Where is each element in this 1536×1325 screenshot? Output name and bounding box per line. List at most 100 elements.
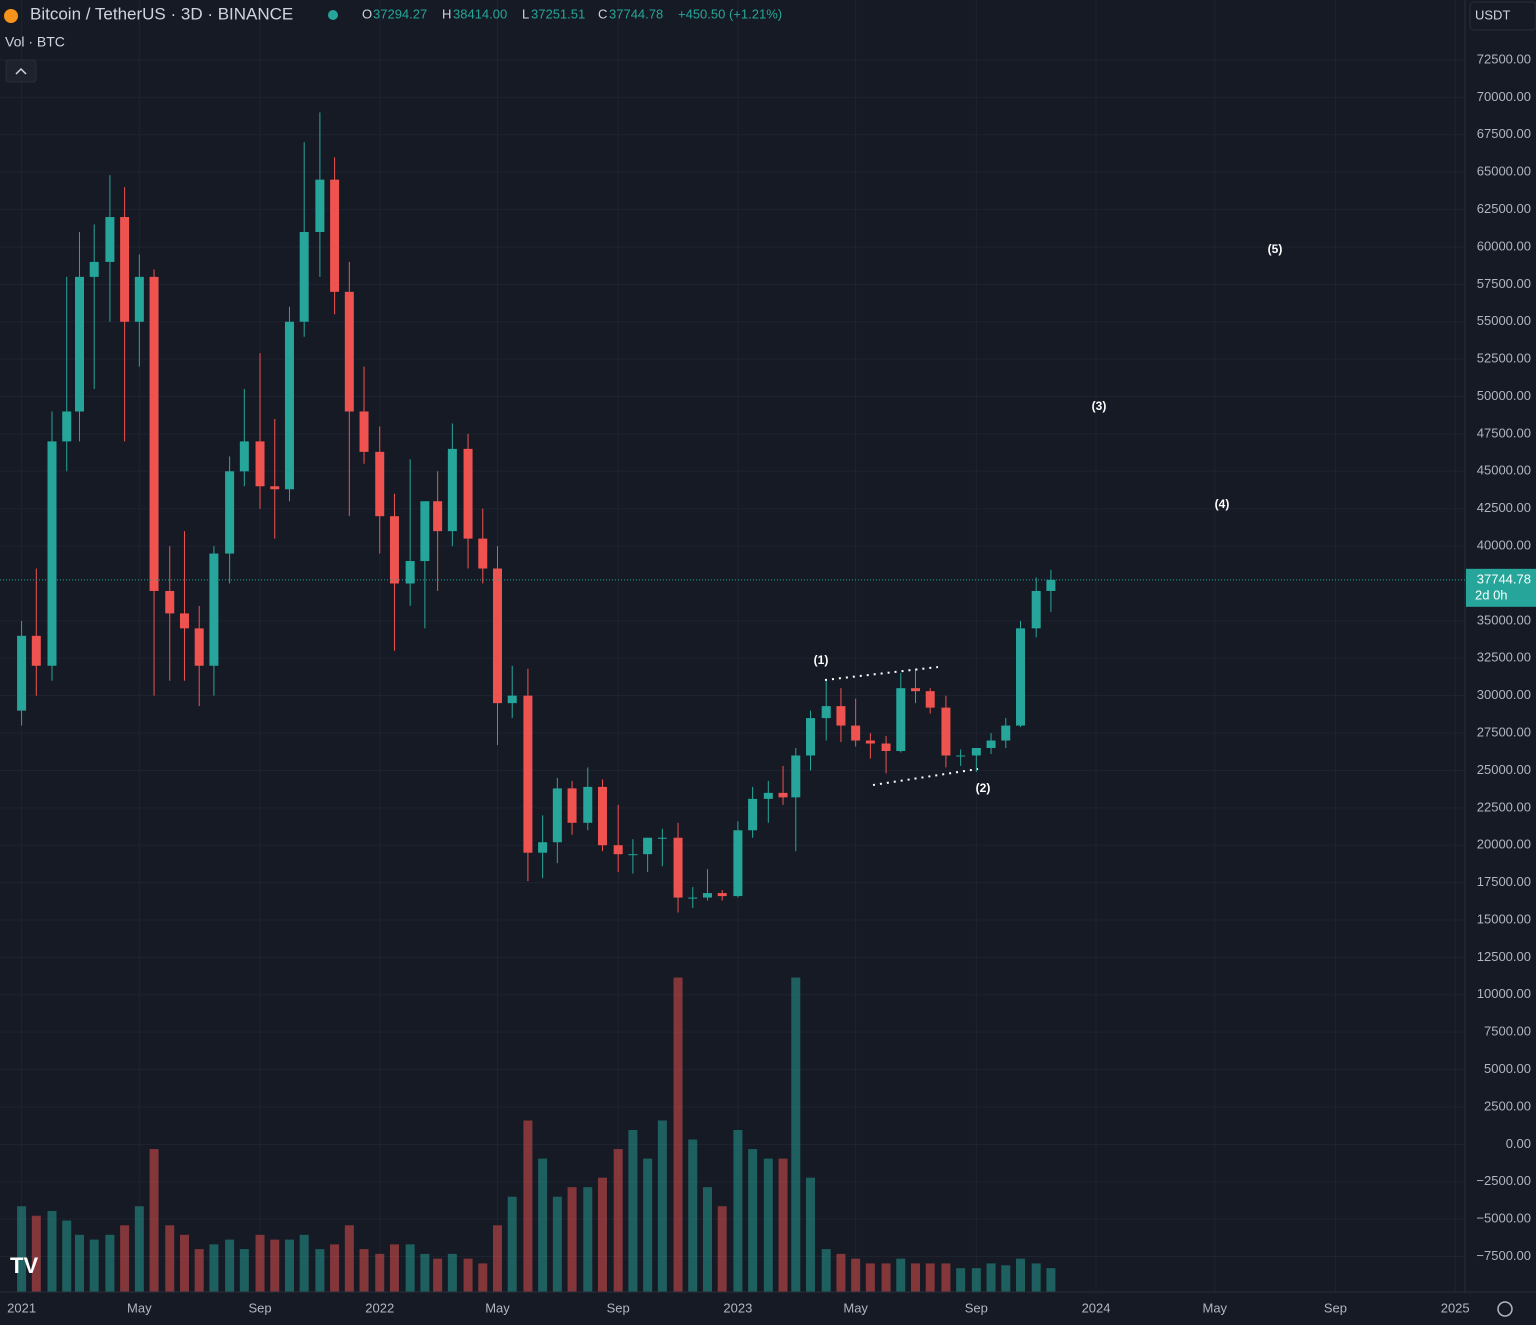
candle-body [149,276,159,591]
volume-bar [405,1244,415,1292]
candle-body [179,613,189,629]
candle-body [865,740,875,744]
collapse-button[interactable] [5,59,37,83]
x-tick-label: 2022 [365,1300,394,1315]
candle-body [89,261,99,277]
volume-bar [375,1253,385,1292]
candle-body [120,217,130,322]
volume-bar [1046,1268,1056,1292]
y-tick-label: 57500.00 [1477,276,1531,291]
candle-body [702,893,712,898]
volume-bar [673,977,683,1292]
candle-body [492,568,502,704]
candle-body [523,695,533,853]
candle-body [375,451,385,517]
volume-bar [255,1234,265,1292]
y-tick-label: −7500.00 [1476,1248,1531,1263]
y-tick-label: 52500.00 [1477,351,1531,366]
y-tick-label: 65000.00 [1477,164,1531,179]
x-tick-label: 2023 [723,1300,752,1315]
candle-body [315,179,325,233]
candle-body [971,748,981,756]
y-tick-label: 27500.00 [1477,724,1531,739]
volume-bar [1001,1265,1011,1292]
candle-body [733,830,743,897]
status-dot [328,10,338,20]
volume-bar [896,1258,906,1292]
last-price-tag [1466,568,1536,607]
candle-body [1015,628,1025,726]
y-tick-label: 70000.00 [1477,89,1531,104]
change: +450.50 (+1.21%) [678,6,782,21]
candle-body [821,706,831,719]
candle-body [194,628,204,666]
countdown: 2d 0h [1475,587,1508,602]
volume-bar [463,1258,473,1292]
candle-body [673,837,683,898]
x-tick-label: May [127,1300,152,1315]
grid [0,0,1465,1292]
volume-bar [120,1225,130,1292]
volume-bar [986,1263,996,1292]
x-tick-label: Sep [248,1300,271,1315]
currency-select[interactable] [1469,1,1536,31]
candle-body [165,590,175,614]
candle-body [657,837,667,839]
volume-bar [552,1196,562,1292]
candle-body [956,755,966,757]
candle-body [389,516,399,584]
y-tick-label: 35000.00 [1477,612,1531,627]
coin-icon [4,9,18,23]
x-tick-label: May [1203,1300,1228,1315]
trend-line [824,666,939,681]
volume-bar [865,1263,875,1292]
volume-bar [74,1234,84,1292]
settings-icon[interactable] [1497,1301,1513,1317]
candle-body [225,471,235,554]
y-tick-label: −2500.00 [1476,1173,1531,1188]
volume-bar [791,977,801,1292]
candle-body [925,691,935,708]
y-tick-label: 40000.00 [1477,538,1531,553]
candle-body [31,635,41,666]
volume-bar [836,1253,846,1292]
ohlc-value: 38414.00 [453,6,507,21]
volume-title: Vol · BTC [5,34,65,50]
volume-bar [420,1253,430,1292]
candle-body [507,695,517,704]
volume-bar [492,1225,502,1292]
candle-body [896,688,906,751]
volume-bar [179,1234,189,1292]
candle-body [463,448,473,539]
ohlc-label: H [442,6,451,21]
candle-body [209,553,219,666]
x-tick-label: 2025 [1441,1300,1470,1315]
wave-label: (1) [814,653,829,667]
y-tick-label: 67500.00 [1477,126,1531,141]
volume-bar [733,1130,743,1292]
candle-body [299,232,309,322]
y-tick-label: −5000.00 [1476,1211,1531,1226]
candle-body [74,276,84,412]
volume-bar [806,1177,816,1292]
candle-body [791,755,801,798]
x-tick-label: 2021 [7,1300,36,1315]
candle-body [538,842,548,853]
y-tick-label: 17500.00 [1477,874,1531,889]
logo: TV [10,1253,38,1278]
candle-body [405,561,415,584]
x-tick-label: 2024 [1082,1300,1111,1315]
volume-bar [1031,1263,1041,1292]
y-tick-label: 32500.00 [1477,650,1531,665]
ohlc-value: 37294.27 [373,6,427,21]
ohlc-label: C [598,6,607,21]
x-tick-label: May [485,1300,510,1315]
volume-bar [583,1187,593,1292]
volume-bar [344,1225,354,1292]
volume-bar [62,1220,72,1292]
candle-body [420,501,430,562]
x-tick-label: Sep [1324,1300,1347,1315]
candle-body [597,786,607,846]
symbol: Bitcoin / TetherUS · 3D · BINANCE [30,4,293,23]
